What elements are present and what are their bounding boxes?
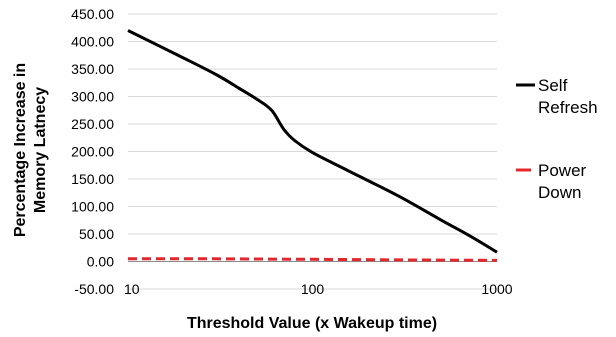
x-tick-label: 1000 — [481, 281, 512, 297]
y-tick-label: 50.00 — [79, 226, 114, 242]
y-tick-label: 150.00 — [71, 171, 114, 187]
legend-item-self-refresh: Self Refresh — [516, 76, 598, 117]
y-tick-label: 0.00 — [87, 254, 114, 270]
legend-label-power-down-line2: Down — [538, 183, 581, 202]
series-lines — [127, 29, 498, 262]
legend-label-power-down-line1: Power — [538, 161, 587, 180]
series-line-self-refresh — [127, 29, 498, 254]
x-tick-label: 100 — [301, 281, 325, 297]
x-axis-title: Threshold Value (x Wakeup time) — [187, 315, 437, 332]
x-tick-label: 10 — [124, 281, 140, 297]
series-line-power-down — [128, 257, 498, 262]
y-axis-ticks: -50.00 0.00 50.00 100.00 150.00 200.00 250.00 3… — [71, 6, 114, 297]
y-tick-label: 300.00 — [71, 89, 114, 105]
y-axis-title-line1: Percentage Increase in — [12, 63, 29, 237]
y-tick-label: 200.00 — [71, 144, 114, 160]
y-tick-label: 450.00 — [71, 6, 114, 22]
legend-item-power-down: Power Down — [516, 161, 587, 202]
legend: Self Refresh Power Down — [516, 76, 598, 202]
y-tick-label: 250.00 — [71, 116, 114, 132]
legend-label-self-refresh-line2: Refresh — [538, 98, 598, 117]
x-axis-ticks: 10 100 1000 — [124, 281, 513, 297]
y-tick-label: 100.00 — [71, 199, 114, 215]
y-tick-label: -50.00 — [74, 281, 114, 297]
y-tick-label: 400.00 — [71, 34, 114, 50]
y-tick-label: 350.00 — [71, 61, 114, 77]
legend-label-self-refresh-line1: Self — [538, 76, 568, 95]
y-axis-title-line2: Memory Latnecy — [32, 87, 49, 213]
